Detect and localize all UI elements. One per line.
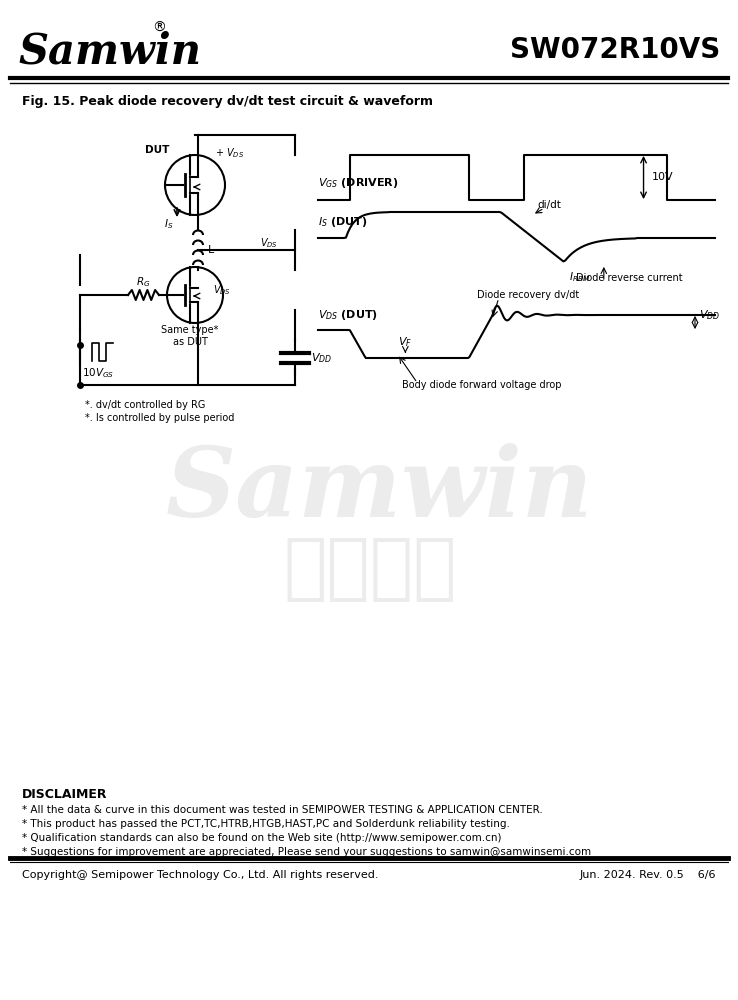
Text: $V_{DS}$ (DUT): $V_{DS}$ (DUT): [318, 308, 378, 322]
Text: Fig. 15. Peak diode recovery dv/dt test circuit & waveform: Fig. 15. Peak diode recovery dv/dt test …: [22, 96, 433, 108]
Text: + $V_{DS}$: + $V_{DS}$: [215, 146, 244, 160]
Text: $V_{DS}$: $V_{DS}$: [260, 236, 278, 250]
Text: di/dt: di/dt: [537, 200, 562, 210]
Text: $V_{DD}$: $V_{DD}$: [311, 351, 332, 365]
Text: $I_{RRM}$: $I_{RRM}$: [569, 270, 590, 284]
Text: Jun. 2024. Rev. 0.5    6/6: Jun. 2024. Rev. 0.5 6/6: [579, 870, 716, 880]
Text: Diode reverse current: Diode reverse current: [576, 273, 683, 283]
Text: $V_{DD}$: $V_{DD}$: [699, 308, 720, 322]
Text: as DUT: as DUT: [173, 337, 207, 347]
Text: Same type*: Same type*: [162, 325, 218, 335]
Text: 10V: 10V: [652, 172, 673, 182]
Text: $V_{DS}$: $V_{DS}$: [213, 283, 231, 297]
Text: DISCLAIMER: DISCLAIMER: [22, 788, 108, 802]
Text: ®: ®: [152, 21, 166, 35]
Text: * Qualification standards can also be found on the Web site (http://www.semipowe: * Qualification standards can also be fo…: [22, 833, 502, 843]
Text: Copyright@ Semipower Technology Co., Ltd. All rights reserved.: Copyright@ Semipower Technology Co., Ltd…: [22, 870, 379, 880]
Text: Body diode forward voltage drop: Body diode forward voltage drop: [402, 380, 562, 390]
Text: 内部保密: 内部保密: [283, 536, 457, 604]
Text: $I_S$: $I_S$: [164, 217, 173, 231]
Text: * All the data & curve in this document was tested in SEMIPOWER TESTING & APPLIC: * All the data & curve in this document …: [22, 805, 542, 815]
Text: DUT: DUT: [145, 145, 169, 155]
Text: Samwin: Samwin: [166, 443, 594, 537]
Text: $I_S$ (DUT): $I_S$ (DUT): [318, 215, 368, 229]
Text: * Suggestions for improvement are appreciated, Please send your suggestions to s: * Suggestions for improvement are apprec…: [22, 847, 591, 857]
Text: Diode recovery dv/dt: Diode recovery dv/dt: [477, 290, 579, 300]
Text: L: L: [208, 245, 214, 255]
Text: Samwin: Samwin: [18, 31, 201, 73]
Text: $R_G$: $R_G$: [137, 275, 151, 289]
Text: * This product has passed the PCT,TC,HTRB,HTGB,HAST,PC and Solderdunk reliabilit: * This product has passed the PCT,TC,HTR…: [22, 819, 510, 829]
Text: $10V_{GS}$: $10V_{GS}$: [82, 366, 114, 380]
Text: $V_F$: $V_F$: [399, 335, 413, 349]
Text: SW072R10VS: SW072R10VS: [510, 36, 720, 64]
Text: *. dv/dt controlled by RG: *. dv/dt controlled by RG: [85, 400, 205, 410]
Text: $V_{GS}$ (DRIVER): $V_{GS}$ (DRIVER): [318, 176, 399, 190]
Text: *. Is controlled by pulse period: *. Is controlled by pulse period: [85, 413, 235, 423]
